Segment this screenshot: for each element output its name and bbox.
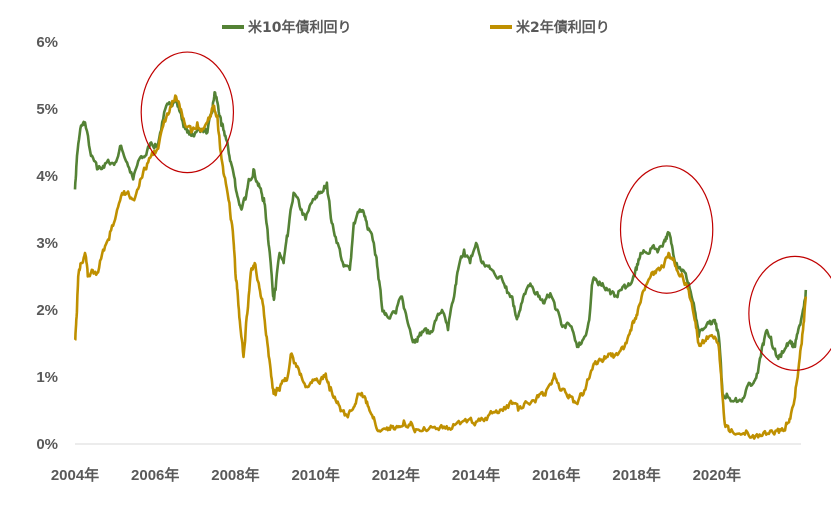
x-tick-label: 2020年 — [693, 466, 741, 484]
x-tick-label: 2008年 — [211, 466, 259, 484]
legend: 米10年債利回り 米2年債利回り — [222, 19, 610, 36]
x-tick-label: 2018年 — [612, 466, 660, 484]
y-tick-label: 5% — [36, 101, 58, 118]
x-tick-label: 2014年 — [452, 466, 500, 484]
y-tick-label: 3% — [36, 235, 58, 252]
y-tick-label: 1% — [36, 369, 58, 386]
legend-label-us2y: 米2年債利回り — [516, 19, 610, 36]
series-layer — [73, 91, 808, 440]
series-line-us10y — [73, 91, 808, 404]
x-tick-label: 2006年 — [131, 466, 179, 484]
y-tick-label: 4% — [36, 168, 58, 185]
y-tick-label: 2% — [36, 302, 58, 319]
y-tick-label: 6% — [36, 34, 58, 51]
highlight-ellipse — [619, 165, 714, 294]
annotation-layer — [140, 51, 831, 371]
x-tick-label: 2016年 — [532, 466, 580, 484]
y-axis-tick-labels: 0% 1% 2% 3% 4% 5% 6% — [36, 34, 58, 453]
x-tick-label: 2004年 — [51, 466, 99, 484]
series-line-us2y — [73, 94, 808, 440]
x-axis-tick-labels: 2004年 2006年 2008年 2010年 2012年 2014年 2016年 2018年… — [51, 466, 741, 484]
x-tick-label: 2010年 — [291, 466, 339, 484]
highlight-ellipse — [748, 255, 831, 371]
highlight-ellipse — [140, 51, 235, 174]
y-tick-label: 0% — [36, 436, 58, 453]
legend-label-us10y: 米10年債利回り — [248, 19, 351, 36]
x-tick-label: 2012年 — [372, 466, 420, 484]
